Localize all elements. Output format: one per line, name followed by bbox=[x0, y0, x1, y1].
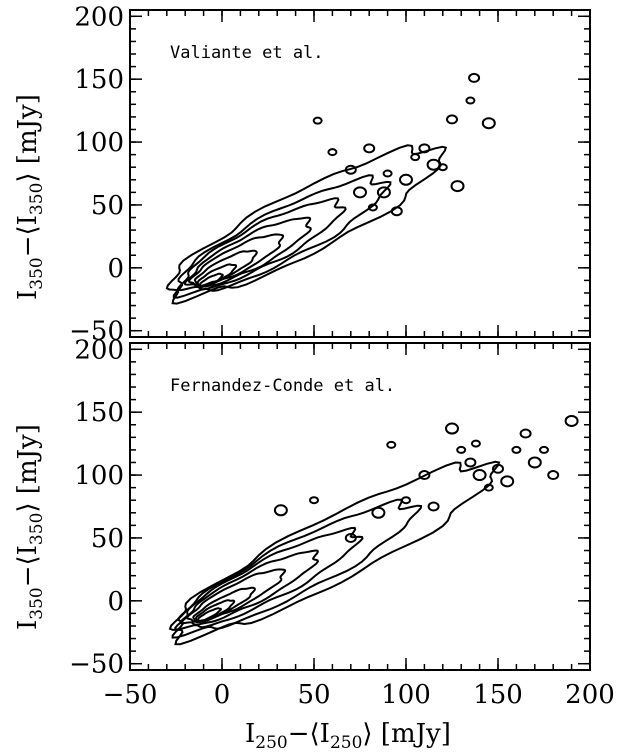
panel-label-fernandez-conde: Fernandez-Conde et al. bbox=[170, 376, 395, 396]
contour-island bbox=[418, 470, 431, 481]
contour-island bbox=[547, 470, 560, 481]
y-tick-label: −50 bbox=[69, 317, 124, 347]
contour-level bbox=[183, 216, 312, 289]
y-tick-label: 0 bbox=[107, 587, 124, 617]
contour-island bbox=[353, 186, 367, 199]
contour-island bbox=[437, 163, 448, 172]
y-tick-label: 150 bbox=[74, 398, 124, 428]
contour-level bbox=[186, 568, 287, 623]
x-tick-label: 0 bbox=[214, 680, 231, 710]
y-tick-labels-top: −50 0 50 100 150 200 bbox=[69, 2, 124, 346]
contour-island bbox=[367, 203, 378, 212]
y-tick-label: 100 bbox=[74, 128, 124, 158]
contour-island bbox=[446, 114, 458, 125]
panel-label-valiante: Valiante et al. bbox=[170, 43, 324, 63]
contour-island bbox=[539, 445, 549, 454]
contour-island bbox=[418, 143, 431, 154]
y-tick-label: 200 bbox=[74, 335, 124, 365]
contour-island bbox=[410, 153, 421, 162]
contour-island bbox=[492, 463, 504, 474]
contour-island bbox=[527, 456, 542, 469]
x-tick-label: 150 bbox=[473, 680, 523, 710]
x-tick-label: 50 bbox=[297, 680, 330, 710]
contour-island bbox=[382, 169, 393, 178]
contour-island bbox=[465, 96, 476, 105]
contour-island bbox=[481, 117, 496, 130]
x-tick-label: 200 bbox=[565, 680, 615, 710]
contour-island bbox=[511, 445, 522, 454]
contour-island bbox=[519, 428, 532, 439]
contour-island bbox=[427, 501, 440, 512]
contour-island bbox=[376, 186, 391, 199]
contour-level bbox=[176, 197, 347, 292]
ticks-top bbox=[129, 10, 591, 337]
contour-level bbox=[172, 174, 392, 299]
y-tick-label: −50 bbox=[69, 650, 124, 680]
contour-island bbox=[472, 469, 487, 482]
x-tick-labels: −50 0 50 100 150 200 bbox=[103, 680, 615, 710]
y-tick-label: 150 bbox=[74, 65, 124, 95]
y-tick-label: 100 bbox=[74, 461, 124, 491]
panel-top: −50 0 50 100 150 200 Valiante et al. I350−⟨I3… bbox=[13, 2, 591, 347]
y-tick-label: 50 bbox=[91, 524, 124, 554]
y-axis-title-bottom: I350−⟨I350⟩ [mJy] bbox=[13, 424, 47, 630]
contour-island bbox=[363, 143, 376, 154]
x-axis-title: I250−⟨I250⟩ [mJy] bbox=[245, 719, 451, 753]
contour-island bbox=[327, 148, 338, 157]
contour-island bbox=[390, 206, 403, 217]
y-tick-label: 50 bbox=[91, 191, 124, 221]
contour-island bbox=[470, 439, 481, 448]
contour-level bbox=[174, 526, 364, 631]
contour-island bbox=[386, 440, 397, 449]
contour-island bbox=[344, 532, 357, 543]
contour-island bbox=[564, 414, 579, 427]
contour-island bbox=[426, 158, 441, 171]
contour-level bbox=[192, 586, 256, 623]
contour-island bbox=[401, 496, 411, 505]
y-tick-label: 200 bbox=[74, 2, 124, 32]
contour-island bbox=[468, 72, 481, 83]
contour-island bbox=[483, 483, 494, 492]
contour-level bbox=[193, 249, 258, 287]
contour-island bbox=[456, 445, 467, 454]
y-tick-labels-bottom: −50 0 50 100 150 200 bbox=[69, 335, 124, 679]
contour-level bbox=[187, 233, 285, 288]
y-axis-title-top: I350−⟨I350⟩ [mJy] bbox=[13, 94, 47, 300]
contour-island bbox=[312, 116, 323, 125]
contour-island bbox=[399, 173, 413, 186]
contour-group-bottom bbox=[168, 414, 579, 646]
plot-frame-top bbox=[129, 9, 591, 338]
x-tick-label: 100 bbox=[381, 680, 431, 710]
contour-island bbox=[344, 164, 357, 175]
contour-level bbox=[171, 498, 423, 639]
contour-island bbox=[371, 506, 386, 519]
panel-bottom: −50 0 50 100 150 200 −50 0 50 100 150 200 Fernande… bbox=[13, 335, 615, 753]
contour-island bbox=[450, 180, 465, 193]
ticks-bottom bbox=[129, 343, 591, 670]
contour-group-top bbox=[165, 72, 496, 305]
contour-island bbox=[464, 457, 477, 468]
contour-level bbox=[168, 460, 501, 646]
contour-island bbox=[500, 475, 515, 488]
x-tick-label: −50 bbox=[103, 680, 158, 710]
contour-island bbox=[273, 504, 288, 517]
plot-frame-bottom bbox=[129, 342, 591, 671]
contour-island bbox=[445, 422, 459, 435]
contour-island bbox=[309, 496, 319, 505]
y-tick-label: 0 bbox=[107, 254, 124, 284]
contour-level bbox=[196, 607, 222, 623]
